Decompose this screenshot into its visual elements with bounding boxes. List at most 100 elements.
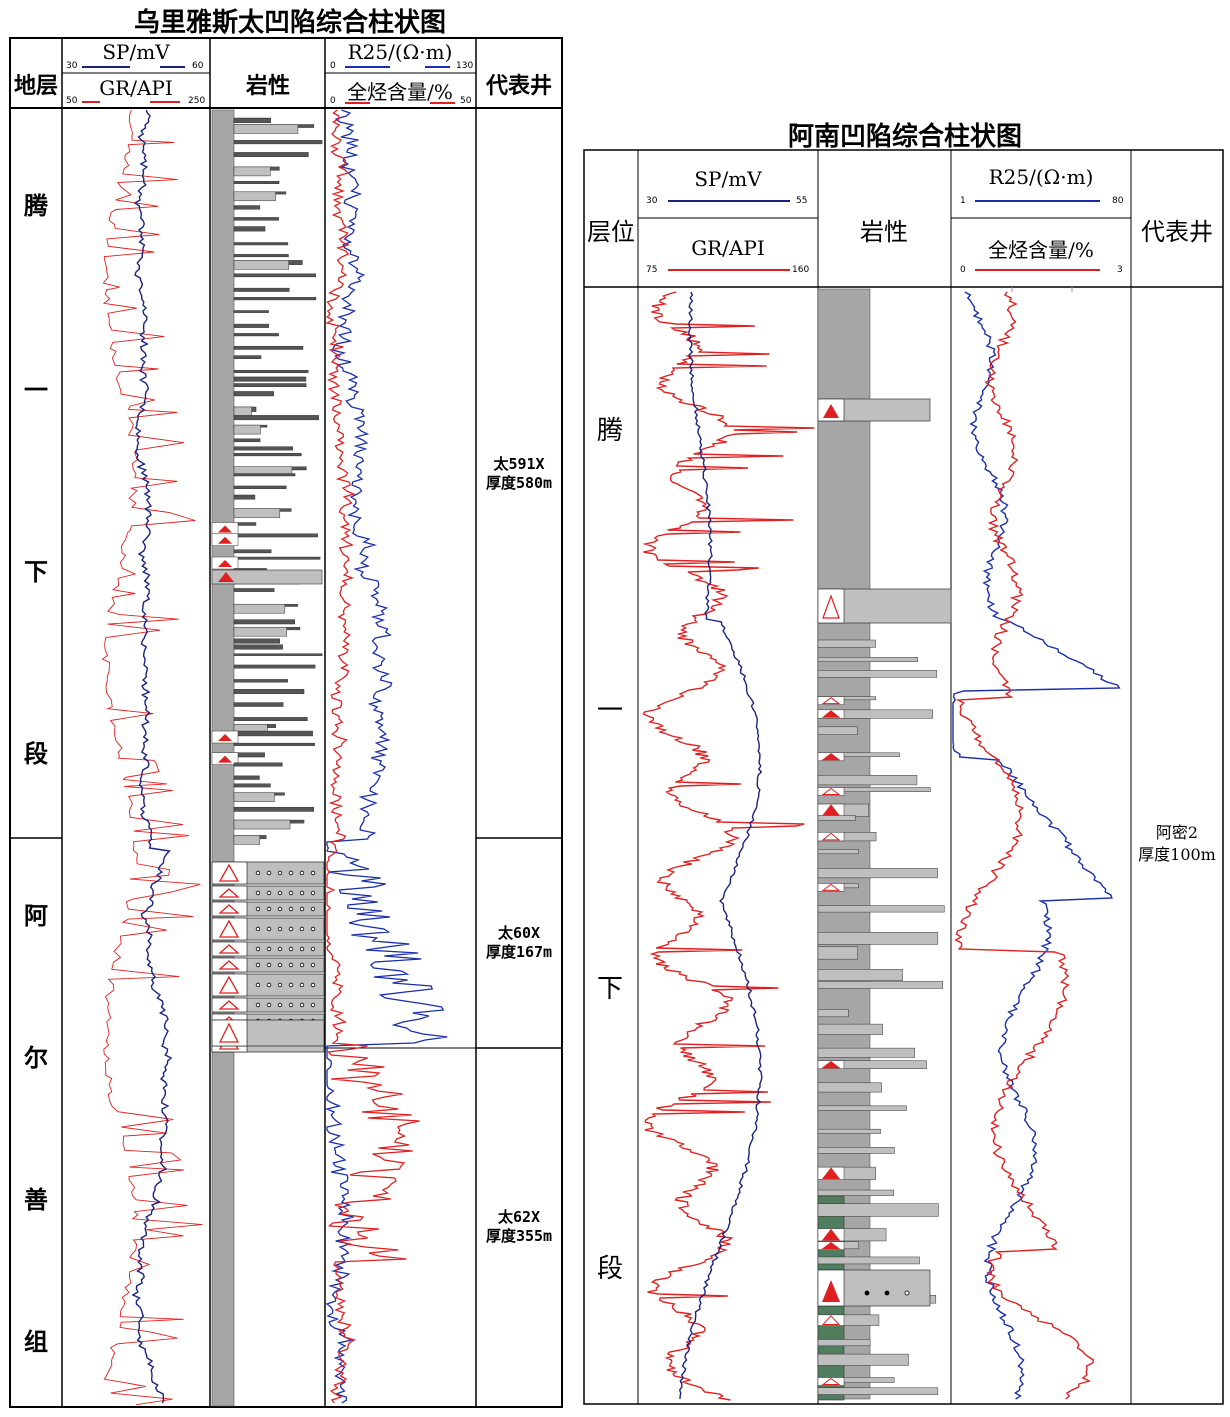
open-triangle: [821, 697, 841, 705]
gravel-dot: [288, 946, 294, 952]
sand-bed: [233, 508, 281, 518]
open-triangle: [821, 883, 841, 891]
sand-bed: [233, 603, 286, 614]
sand-bed: [233, 124, 299, 134]
right-stratum-char: 下: [596, 974, 623, 1004]
right-gr-label: GR/API: [691, 236, 765, 260]
thin-bed: [817, 946, 858, 960]
thin-bed: [233, 205, 261, 210]
left-r25-min: 0: [330, 61, 336, 71]
right-well-1: 阿密2 厚度100m: [1131, 822, 1223, 866]
open-triangle: [218, 904, 240, 914]
triangle-cell: [817, 832, 845, 842]
right-sp-min: 30: [646, 196, 658, 206]
gravel-dot: [255, 906, 261, 912]
right-gr-curve: [642, 291, 815, 1401]
right-sp-max: 55: [796, 196, 808, 206]
thin-bed: [233, 152, 309, 157]
gravel-dot: [266, 906, 272, 912]
open-triangle: [218, 888, 240, 898]
thin-bed: [817, 639, 876, 648]
open-triangle: [218, 944, 240, 954]
gravel-dot: [288, 890, 294, 896]
red-triangle-marker: [218, 734, 232, 742]
right-sp-label: SP/mV: [694, 167, 762, 191]
thin-bed: [233, 783, 271, 788]
thin-bed: [817, 815, 856, 821]
gravel-dot: [299, 946, 305, 952]
thin-bed: [817, 670, 938, 678]
right-hc-curve: [954, 291, 1095, 1400]
gravel-dot: [266, 890, 272, 896]
right-hc-max: 3: [1117, 265, 1123, 275]
gravel-dot: [299, 1002, 305, 1008]
thin-bed: [817, 1047, 915, 1058]
gravel-dot: [255, 1002, 261, 1008]
right-stratum-char: 一: [596, 696, 623, 726]
thin-bed: [233, 287, 290, 292]
sand-bed: [233, 191, 276, 202]
gravel-dot: [864, 1290, 870, 1296]
gravel-dot: [255, 926, 261, 932]
gravel-dot: [277, 982, 283, 988]
thin-bed: [817, 1105, 907, 1111]
left-gr-curve: [101, 109, 203, 1406]
gravel-dot: [904, 1290, 910, 1296]
left-r25-max: 130: [456, 61, 474, 71]
well-name: 太591X: [493, 455, 545, 473]
left-well-3: 太62X 厚度355m: [476, 1208, 562, 1246]
thin-bed: [233, 588, 275, 592]
sand-bed: [233, 792, 275, 802]
gravel-dot: [255, 870, 261, 876]
left-stratum-char: 尔: [24, 1043, 48, 1072]
frame-border: [583, 149, 1224, 1405]
frame-border: [9, 37, 563, 1408]
gravel-dot: [288, 1002, 294, 1008]
thin-bed: [817, 1256, 920, 1265]
gravel-dot: [299, 982, 305, 988]
well-thickness: 厚度100m: [1138, 845, 1216, 864]
thin-bed: [817, 1387, 939, 1395]
right-hc-min: 0: [960, 265, 966, 275]
gravel-dot: [277, 890, 283, 896]
red-triangle-marker: [822, 1280, 840, 1302]
red-triangle-marker: [218, 536, 232, 544]
right-r25-curve: [952, 291, 1121, 1400]
thin-bed: [233, 242, 289, 246]
red-triangle-marker: [218, 755, 232, 763]
thin-bed: [817, 1147, 895, 1154]
right-header-rep-well: 代表井: [1141, 218, 1213, 246]
sand-bed: [233, 626, 288, 637]
triangle-cell: [817, 1377, 845, 1386]
right-hc-label: 全烃含量/%: [988, 238, 1094, 262]
well-thickness: 厚度167m: [485, 943, 553, 961]
left-stratum-char: 下: [24, 557, 48, 586]
thin-bed: [233, 355, 262, 359]
right-chart-title: 阿南凹陷综合柱状图: [787, 122, 1022, 152]
thin-bed: [233, 742, 315, 746]
thin-bed: [817, 1189, 894, 1196]
gravel-dot: [310, 1002, 316, 1008]
red-triangle-marker: [821, 1061, 841, 1069]
gravel-dot: [310, 926, 316, 932]
thin-bed: [233, 619, 295, 625]
gravel-dot: [288, 962, 294, 968]
gravel-dot: [266, 982, 272, 988]
open-triangle: [821, 1377, 841, 1385]
thin-bed: [233, 762, 283, 767]
left-stratum-char: 阿: [24, 901, 48, 930]
left-header-lithology: 岩性: [245, 73, 290, 99]
right-r25-min: 1: [960, 196, 966, 206]
left-stratum-char: 一: [24, 375, 48, 404]
gravel-dot: [277, 870, 283, 876]
gravel-dot: [255, 890, 261, 896]
open-triangle: [218, 863, 240, 882]
thin-bed: [233, 369, 309, 374]
red-triangle-marker: [218, 560, 232, 568]
right-stratum-char: 腾: [596, 416, 623, 446]
gravel-dot: [255, 962, 261, 968]
thin-bed: [233, 376, 307, 382]
thin-bed: [233, 702, 284, 707]
gravel-dot: [288, 870, 294, 876]
